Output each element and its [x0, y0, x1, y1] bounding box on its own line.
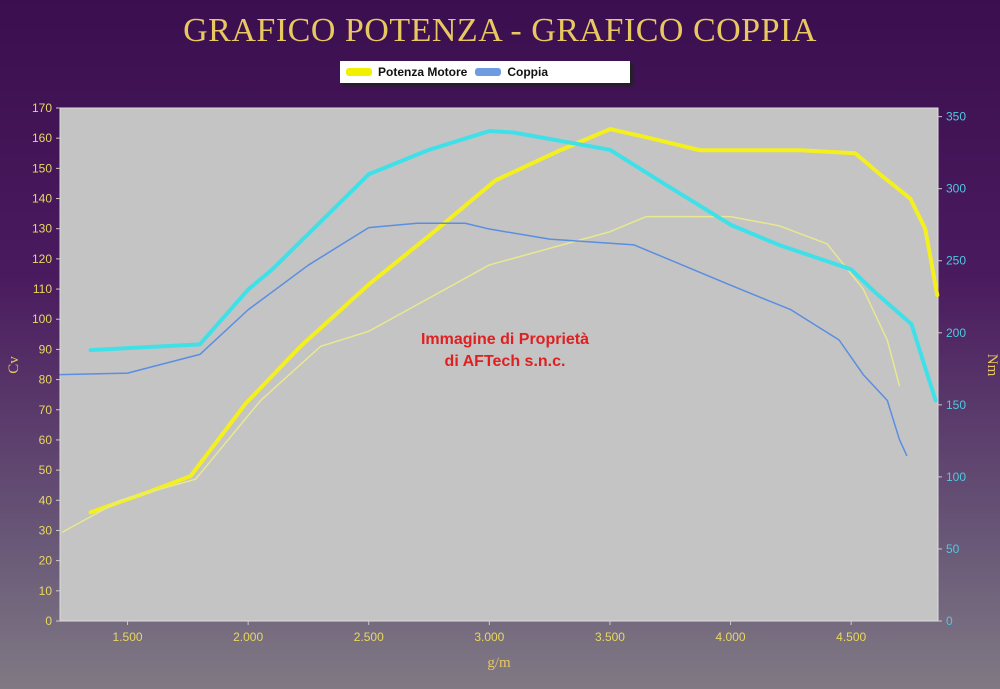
x-tick-label: 2.000 [233, 630, 263, 644]
legend-swatch-coppia [475, 68, 502, 76]
y-tick-label: 30 [39, 523, 53, 537]
x-axis-label: g/m [487, 655, 511, 671]
legend: Potenza Motore Coppia [340, 61, 630, 83]
y-tick-label: 10 [39, 584, 53, 598]
y-tick-label: 0 [45, 614, 52, 628]
y2-tick-label: 150 [946, 398, 966, 412]
series-line-2 [88, 129, 938, 403]
y2-tick-label: 300 [946, 182, 966, 196]
x-tick-label: 4.000 [716, 630, 746, 644]
y-tick-label: 110 [33, 282, 52, 296]
y2-tick-label: 250 [946, 254, 966, 268]
series-line-0 [88, 127, 940, 515]
watermark-line-2: di AFTech s.n.c. [445, 353, 566, 370]
watermark-line-1: Immagine di Proprietà [421, 331, 589, 348]
y2-tick-label: 200 [946, 326, 966, 340]
x-tick-label: 3.500 [595, 630, 625, 644]
y-tick-label: 160 [32, 131, 52, 145]
y-tick-label: 70 [39, 403, 53, 417]
y2-tick-label: 100 [946, 470, 966, 484]
y-tick-label: 40 [39, 493, 53, 507]
plot-area [59, 107, 939, 622]
legend-label-coppia: Coppia [507, 65, 549, 79]
y-tick-label: 20 [39, 554, 53, 568]
y-tick-label: 100 [32, 312, 52, 326]
series-line-3 [59, 222, 908, 457]
y-tick-label: 90 [39, 342, 53, 356]
y-tick-label: 170 [32, 101, 52, 115]
y-tick-label: 120 [32, 252, 52, 266]
y-tick-label: 140 [32, 192, 52, 206]
chart-title: GRAFICO POTENZA - GRAFICO COPPIA [183, 12, 817, 49]
x-tick-label: 4.500 [836, 630, 866, 644]
y-tick-label: 150 [32, 161, 52, 175]
y2-tick-label: 50 [946, 542, 960, 556]
x-tick-label: 1.500 [113, 630, 143, 644]
x-tick-label: 2.500 [354, 630, 384, 644]
y-tick-label: 50 [39, 463, 53, 477]
y2-tick-label: 350 [946, 110, 966, 124]
x-tick-label: 3.000 [474, 630, 504, 644]
y2-axis-label: Nm [984, 354, 1000, 377]
y2-tick-label: 0 [946, 614, 953, 628]
y-axis-label: Cv [6, 356, 22, 374]
series-line-1 [61, 215, 901, 533]
y-tick-label: 80 [39, 373, 53, 387]
legend-swatch-potenza [346, 68, 372, 76]
y-tick-label: 60 [39, 433, 53, 447]
y-tick-label: 130 [32, 222, 52, 236]
legend-label-potenza: Potenza Motore [378, 65, 468, 79]
